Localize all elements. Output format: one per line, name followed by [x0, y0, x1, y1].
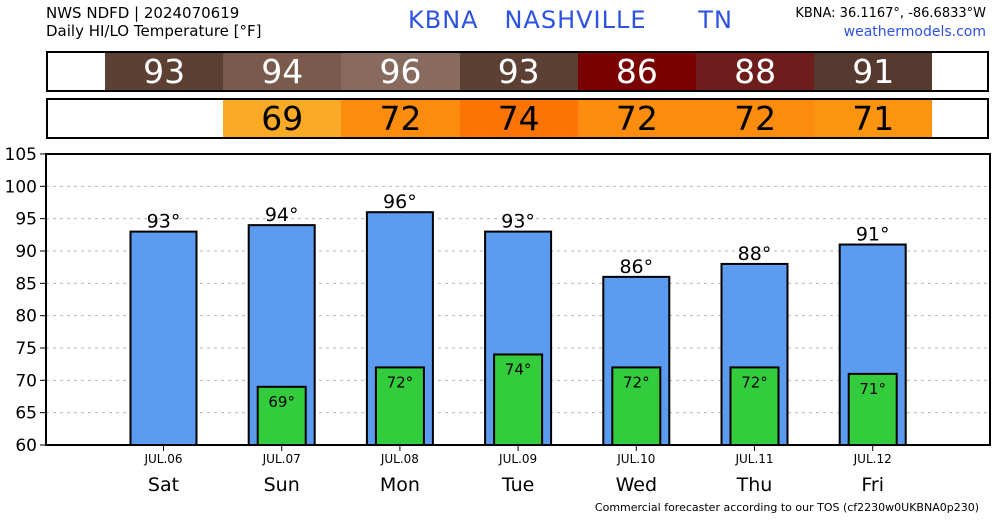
- lo_strip-cell: 72: [341, 99, 460, 138]
- station-coords: KBNA: 36.1167°, -86.6833°W: [795, 6, 986, 21]
- low-value-label: 72°: [387, 373, 414, 391]
- day-label: Thu: [736, 474, 773, 496]
- date-label: JUL.08: [380, 452, 419, 466]
- footer-note: Commercial forecaster according to our T…: [594, 501, 979, 514]
- date-label: JUL.10: [616, 452, 655, 466]
- variable-line: Daily HI/LO Temperature [°F]: [46, 22, 262, 40]
- y-tick-label: 95: [15, 210, 37, 230]
- day-label: Fri: [861, 474, 884, 496]
- y-tick-label: 65: [15, 404, 37, 424]
- low-bar: [256, 385, 307, 446]
- date-label: JUL.11: [734, 452, 773, 466]
- high-value-label: 96°: [383, 191, 417, 213]
- lo_strip-cell: 69: [223, 99, 342, 138]
- high-value-label: 88°: [738, 243, 772, 265]
- y-tick-label: 105: [5, 145, 37, 165]
- high-value-label: 93°: [147, 211, 181, 233]
- temperature-bar-chart: 60 65 70 75 80 85 90 95 100 105 93° JUL.06 Sat 94° 69°…: [5, 145, 991, 496]
- product-line: NWS NDFD | 2024070619: [46, 4, 240, 22]
- y-tick-label: 90: [15, 242, 37, 262]
- date-label: JUL.07: [262, 452, 301, 466]
- y-tick-label: 100: [5, 177, 37, 197]
- date-label: JUL.06: [143, 452, 182, 466]
- lo_strip-cell: 72: [696, 99, 815, 138]
- lo_strip-cell: 72: [577, 99, 696, 138]
- day-label: Sun: [264, 474, 300, 496]
- low-bar: [611, 366, 662, 446]
- station-title: KBNA NASHVILLE TN: [408, 6, 733, 34]
- lo_strip-cell: [105, 100, 224, 137]
- high-bar: [129, 230, 198, 446]
- high-value-label: 91°: [856, 224, 890, 246]
- y-tick-label: 85: [15, 274, 37, 294]
- site-link[interactable]: weathermodels.com: [843, 24, 986, 40]
- low-value-label: 69°: [268, 393, 295, 411]
- date-label: JUL.09: [498, 452, 537, 466]
- high-value-label: 86°: [619, 256, 653, 278]
- high-value-label: 93°: [501, 211, 535, 233]
- low-bar: [374, 366, 425, 446]
- hi_strip-cell: 93: [459, 52, 578, 91]
- high-value-label: 94°: [265, 204, 299, 226]
- day-label: Tue: [501, 474, 534, 496]
- hi_strip-cell: 93: [105, 52, 224, 91]
- y-tick-label: 80: [15, 307, 37, 327]
- day-label: Wed: [616, 474, 657, 496]
- low-value-label: 74°: [505, 360, 532, 378]
- hi_strip-cell: 88: [696, 52, 815, 91]
- product-header: NWS NDFD | 2024070619 Daily HI/LO Temper…: [46, 4, 262, 40]
- lo_strip-cell: 74: [459, 99, 578, 138]
- low-value-label: 72°: [741, 373, 768, 391]
- y-tick-label: 60: [15, 436, 37, 456]
- low-bar: [847, 372, 898, 446]
- low-value-label: 71°: [859, 380, 886, 398]
- y-tick-label: 75: [15, 339, 37, 359]
- hi_strip-cell: 94: [223, 52, 342, 91]
- day-label: Sat: [148, 474, 179, 496]
- high-temp-strip: 93 94 96 93 86 88 91: [46, 51, 989, 92]
- day-label: Mon: [380, 474, 420, 496]
- low-bar: [729, 366, 780, 446]
- station-info: KBNA: 36.1167°, -86.6833°W weathermodels…: [795, 5, 986, 41]
- hi_strip-cell: 86: [577, 52, 696, 91]
- plot-frame: [45, 153, 991, 446]
- low-temp-strip: 69 72 74 72 72 71: [46, 98, 989, 139]
- lo_strip-cell: 71: [814, 99, 933, 138]
- date-label: JUL.12: [853, 452, 892, 466]
- hi_strip-cell: 96: [341, 52, 460, 91]
- low-value-label: 72°: [623, 373, 650, 391]
- hi_strip-cell: 91: [814, 52, 933, 91]
- y-tick-label: 70: [15, 371, 37, 391]
